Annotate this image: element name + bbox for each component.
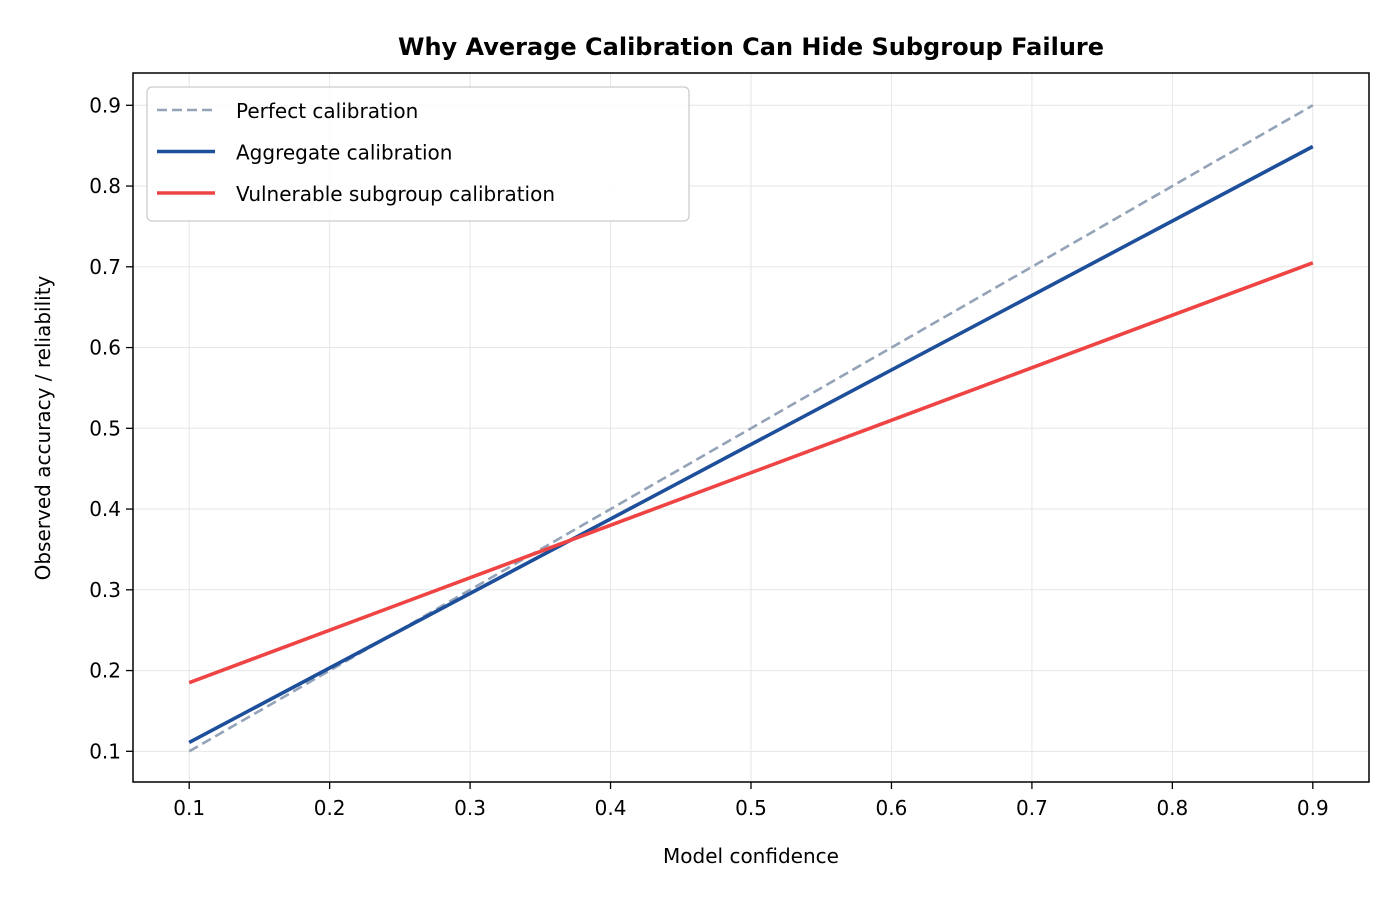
y-tick-label: 0.8 [89,174,121,198]
series-line-2 [188,261,1314,685]
legend-label: Aggregate calibration [236,141,452,165]
series-line-1 [188,144,1314,745]
y-tick-label: 0.5 [89,416,121,440]
x-tick-label: 0.7 [1016,796,1048,820]
x-tick-label: 0.9 [1297,796,1329,820]
y-tick-label: 0.1 [89,739,121,763]
x-tick-label: 0.2 [314,796,346,820]
legend-label: Vulnerable subgroup calibration [236,182,555,206]
y-tick-label: 0.7 [89,255,121,279]
y-axis-label: Observed accuracy / reliability [31,275,55,580]
y-tick-label: 0.4 [89,497,121,521]
series-lines [188,104,1314,753]
x-tick-label: 0.8 [1156,796,1188,820]
legend-label: Perfect calibration [236,99,418,123]
chart-title: Why Average Calibration Can Hide Subgrou… [398,33,1104,61]
legend: Perfect calibration Aggregate calibration… [146,86,690,222]
legend-box [146,86,690,222]
x-tick-label: 0.6 [876,796,908,820]
x-tick-label: 0.5 [735,796,767,820]
x-tick-label: 0.4 [595,796,627,820]
x-tick-label: 0.1 [173,796,205,820]
y-tick-label: 0.9 [89,93,121,117]
y-tick-label: 0.6 [89,336,121,360]
axis-ticks: 0.1 0.2 0.3 0.4 0.5 0.6 0.7 0.8 0.9 0.1 0.2 0.3 0.4 0… [89,93,1329,820]
x-tick-label: 0.3 [454,796,486,820]
y-tick-label: 0.3 [89,578,121,602]
y-tick-label: 0.2 [89,659,121,683]
x-axis-label: Model confidence [663,844,839,868]
